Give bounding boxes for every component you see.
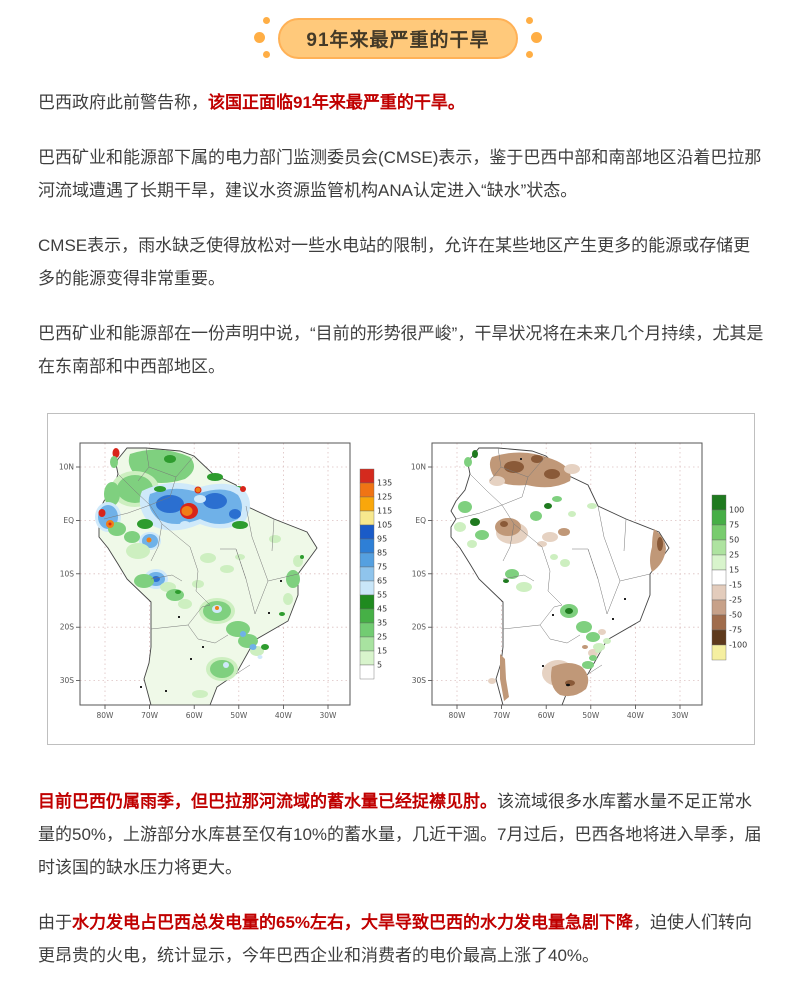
paragraph-5: 目前巴西仍属雨季，但巴拉那河流域的蓄水量已经捉襟见肘。该流域很多水库蓄水量不足正…: [38, 785, 765, 884]
paragraph-1: 巴西政府此前警告称，该国正面临91年来最严重的干旱。: [38, 86, 765, 119]
svg-text:30W: 30W: [320, 711, 338, 720]
svg-text:40W: 40W: [275, 711, 293, 720]
svg-text:75: 75: [377, 563, 387, 572]
anomaly-colorbar: 100 75 50 25 15 -15 -25 -50 -75 -100: [711, 494, 747, 661]
svg-text:5: 5: [377, 661, 382, 670]
svg-text:30W: 30W: [672, 711, 690, 720]
svg-text:115: 115: [377, 507, 392, 516]
precipitation-colorbar: 135 125 115 105 95 85 75 65 55 45 35 25 15 5: [359, 468, 392, 680]
p3-text: CMSE表示，雨水缺乏使得放松对一些水电站的限制，允许在某些地区产生更多的能源或…: [38, 236, 751, 288]
p1-highlight: 该国正面临91年来最严重的干旱。: [208, 93, 465, 112]
svg-text:-75: -75: [729, 626, 742, 635]
precipitation-map: 10N EQ 10S 20S 30S 80W 70W 60W 50W 40W 30W: [59, 442, 392, 720]
svg-text:65: 65: [377, 577, 387, 586]
p5-highlight: 目前巴西仍属雨季，但巴拉那河流域的蓄水量已经捉襟见肘。: [38, 792, 497, 811]
paragraph-4: 巴西矿业和能源部在一份声明中说，“目前的形势很严峻”，干旱状况将在未来几个月持续…: [38, 317, 765, 383]
p6-highlight: 水力发电占巴西总发电量的65%左右，大旱导致巴西的水力发电量急剧下降: [72, 913, 634, 932]
svg-text:70W: 70W: [493, 711, 511, 720]
svg-text:20S: 20S: [60, 623, 75, 632]
svg-text:60W: 60W: [538, 711, 556, 720]
p2-text: 巴西矿业和能源部下属的电力部门监测委员会(CMSE)表示，鉴于巴西中部和南部地区…: [38, 148, 762, 200]
svg-text:10N: 10N: [411, 463, 426, 472]
country-borders: [455, 447, 651, 675]
svg-text:EQ: EQ: [415, 516, 426, 525]
svg-text:60W: 60W: [186, 711, 204, 720]
page-title: 91年来最严重的干旱: [306, 29, 490, 51]
p4-text: 巴西矿业和能源部在一份声明中说，“目前的形势很严峻”，干旱状况将在未来几个月持续…: [38, 324, 764, 376]
svg-text:80W: 80W: [97, 711, 115, 720]
svg-text:80W: 80W: [449, 711, 467, 720]
svg-text:-50: -50: [729, 611, 742, 620]
svg-text:10S: 10S: [412, 569, 427, 578]
svg-text:105: 105: [377, 521, 392, 530]
svg-text:15: 15: [729, 566, 739, 575]
svg-text:95: 95: [377, 535, 387, 544]
svg-text:100: 100: [729, 506, 744, 515]
svg-text:30S: 30S: [60, 676, 75, 685]
article-body: 巴西政府此前警告称，该国正面临91年来最严重的干旱。 巴西矿业和能源部下属的电力…: [0, 86, 796, 1008]
title-badge-row: 91年来最严重的干旱: [0, 16, 796, 60]
p6-text-pre: 由于: [38, 913, 72, 932]
decorative-dots-right-icon: [525, 16, 542, 60]
svg-text:20S: 20S: [412, 623, 427, 632]
svg-text:50W: 50W: [582, 711, 600, 720]
title-badge: 91年来最严重的干旱: [278, 17, 518, 59]
p1-text: 巴西政府此前警告称，: [38, 93, 208, 112]
svg-text:135: 135: [377, 479, 392, 488]
paragraph-6: 由于水力发电占巴西总发电量的65%左右，大旱导致巴西的水力发电量急剧下降，迫使人…: [38, 906, 765, 972]
svg-text:10S: 10S: [60, 569, 75, 578]
svg-text:125: 125: [377, 493, 392, 502]
country-borders: [103, 447, 299, 675]
paragraph-2: 巴西矿业和能源部下属的电力部门监测委员会(CMSE)表示，鉴于巴西中部和南部地区…: [38, 141, 765, 207]
anomaly-shading: [454, 450, 666, 701]
drought-maps-figure: 10N EQ 10S 20S 30S 80W 70W 60W 50W 40W 30W: [47, 413, 755, 745]
p5-text: 该流域很多水库蓄水量不足正常水量的50%，上游部分水库甚至仅有10%的蓄水量，几…: [38, 792, 762, 877]
svg-text:30S: 30S: [412, 676, 427, 685]
svg-text:50: 50: [729, 536, 739, 545]
svg-text:-15: -15: [729, 581, 742, 590]
svg-text:25: 25: [729, 551, 739, 560]
decorative-dots-left-icon: [254, 16, 271, 60]
svg-text:15: 15: [377, 647, 387, 656]
svg-text:45: 45: [377, 605, 387, 614]
svg-text:85: 85: [377, 549, 387, 558]
svg-text:55: 55: [377, 591, 387, 600]
svg-text:-25: -25: [729, 596, 742, 605]
svg-text:25: 25: [377, 633, 387, 642]
svg-text:70W: 70W: [141, 711, 159, 720]
svg-text:40W: 40W: [627, 711, 645, 720]
paragraph-3: CMSE表示，雨水缺乏使得放松对一些水电站的限制，允许在某些地区产生更多的能源或…: [38, 229, 765, 295]
svg-text:50W: 50W: [230, 711, 248, 720]
svg-text:75: 75: [729, 521, 739, 530]
precipitation-anomaly-map: 10N EQ 10S 20S 30S 80W 70W 60W 50W 40W 30W: [411, 442, 747, 720]
svg-text:35: 35: [377, 619, 387, 628]
svg-text:EQ: EQ: [63, 516, 74, 525]
svg-text:-100: -100: [729, 641, 747, 650]
svg-text:10N: 10N: [59, 463, 74, 472]
